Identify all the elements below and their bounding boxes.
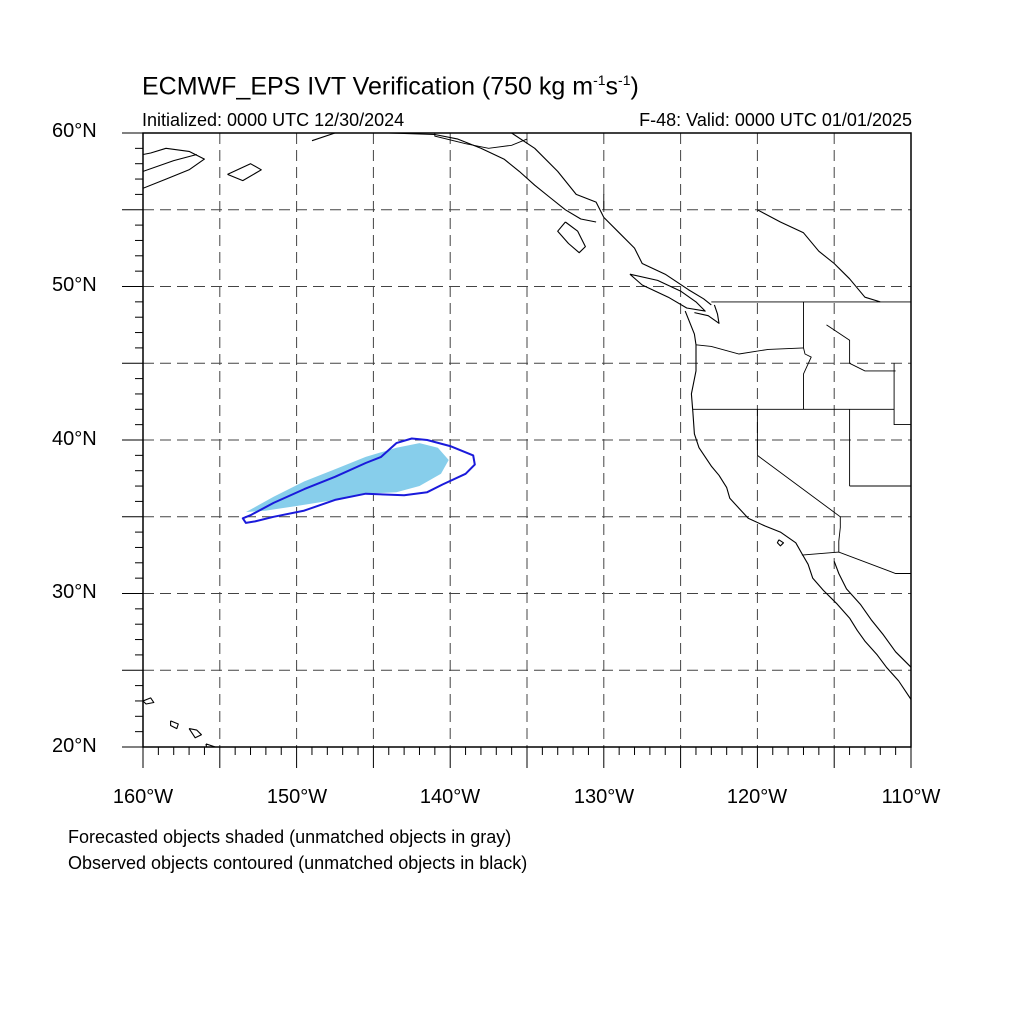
observed-object-contour bbox=[241, 437, 476, 524]
coastline bbox=[143, 153, 197, 172]
coastline bbox=[776, 539, 785, 547]
coastline bbox=[757, 209, 881, 303]
lon-label-120w: 120°W bbox=[726, 786, 788, 808]
coastline bbox=[188, 728, 202, 739]
lat-label-60: 60°N bbox=[52, 120, 97, 142]
coastline bbox=[557, 221, 586, 254]
political-border bbox=[803, 301, 812, 410]
note-forecast: Forecasted objects shaded (unmatched obj… bbox=[68, 827, 512, 847]
forecast-object bbox=[245, 443, 449, 513]
axis-ticks bbox=[122, 132, 912, 768]
coastline bbox=[170, 720, 179, 730]
lat-label-40: 40°N bbox=[52, 428, 97, 450]
lon-label-110w: 110°W bbox=[881, 786, 941, 808]
lat-label-30: 30°N bbox=[52, 581, 97, 603]
coastline-layer bbox=[143, 133, 911, 747]
coastline bbox=[227, 163, 262, 182]
lon-label-130w: 130°W bbox=[573, 786, 635, 808]
map-title: ECMWF_EPS IVT Verification (750 kg m-1s-… bbox=[142, 72, 639, 101]
title-main: ECMWF_EPS IVT Verification (750 kg m bbox=[142, 72, 594, 101]
map-frame bbox=[142, 132, 912, 748]
valid-time: F-48: Valid: 0000 UTC 01/01/2025 bbox=[639, 110, 912, 130]
coastline bbox=[629, 273, 706, 312]
coastline bbox=[684, 310, 911, 700]
lon-label-150w: 150°W bbox=[266, 786, 328, 808]
title-mid: s bbox=[605, 72, 619, 101]
political-border bbox=[893, 363, 911, 426]
title-exp1: -1 bbox=[593, 72, 606, 88]
gridlines bbox=[143, 133, 911, 747]
coastline bbox=[511, 133, 712, 306]
political-border bbox=[801, 551, 911, 574]
political-border bbox=[826, 324, 896, 372]
lon-label-160w: 160°W bbox=[112, 786, 174, 808]
coastline bbox=[143, 147, 205, 189]
coastline bbox=[311, 133, 597, 223]
lat-label-50: 50°N bbox=[52, 274, 97, 296]
political-border bbox=[434, 133, 528, 149]
coastline bbox=[143, 697, 155, 705]
lon-label-140w: 140°W bbox=[419, 786, 481, 808]
initialized-time: Initialized: 0000 UTC 12/30/2024 bbox=[142, 110, 405, 130]
title-end: ) bbox=[630, 72, 639, 101]
title-exp2: -1 bbox=[618, 72, 631, 88]
coastline bbox=[833, 561, 911, 668]
observed-layer bbox=[241, 437, 476, 524]
lat-label-20: 20°N bbox=[52, 735, 97, 757]
coastline bbox=[694, 304, 720, 324]
note-observed: Observed objects contoured (unmatched ob… bbox=[68, 853, 528, 873]
forecast-layer bbox=[245, 443, 449, 513]
political-border bbox=[756, 409, 841, 553]
political-border bbox=[695, 344, 804, 355]
